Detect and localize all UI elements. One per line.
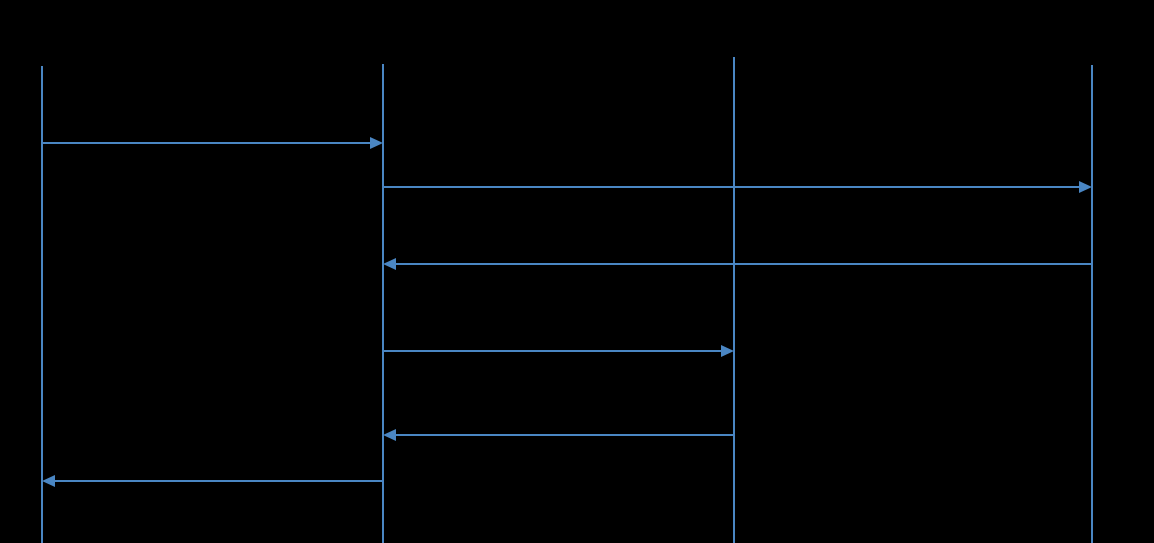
message-4-line — [383, 350, 723, 352]
lifeline-2 — [382, 64, 384, 543]
message-6-line — [53, 480, 383, 482]
lifeline-3 — [733, 57, 735, 543]
message-3-arrowhead-left — [383, 258, 396, 270]
message-3-line — [394, 263, 1092, 265]
message-4-arrowhead-right — [721, 345, 734, 357]
message-1-line — [42, 142, 372, 144]
message-2-arrowhead-right — [1079, 181, 1092, 193]
message-1-arrowhead-right — [370, 137, 383, 149]
message-2-line — [383, 186, 1081, 188]
message-5-line — [394, 434, 734, 436]
lifeline-4 — [1091, 65, 1093, 543]
message-6-arrowhead-left — [42, 475, 55, 487]
message-5-arrowhead-left — [383, 429, 396, 441]
lifeline-1 — [41, 66, 43, 543]
